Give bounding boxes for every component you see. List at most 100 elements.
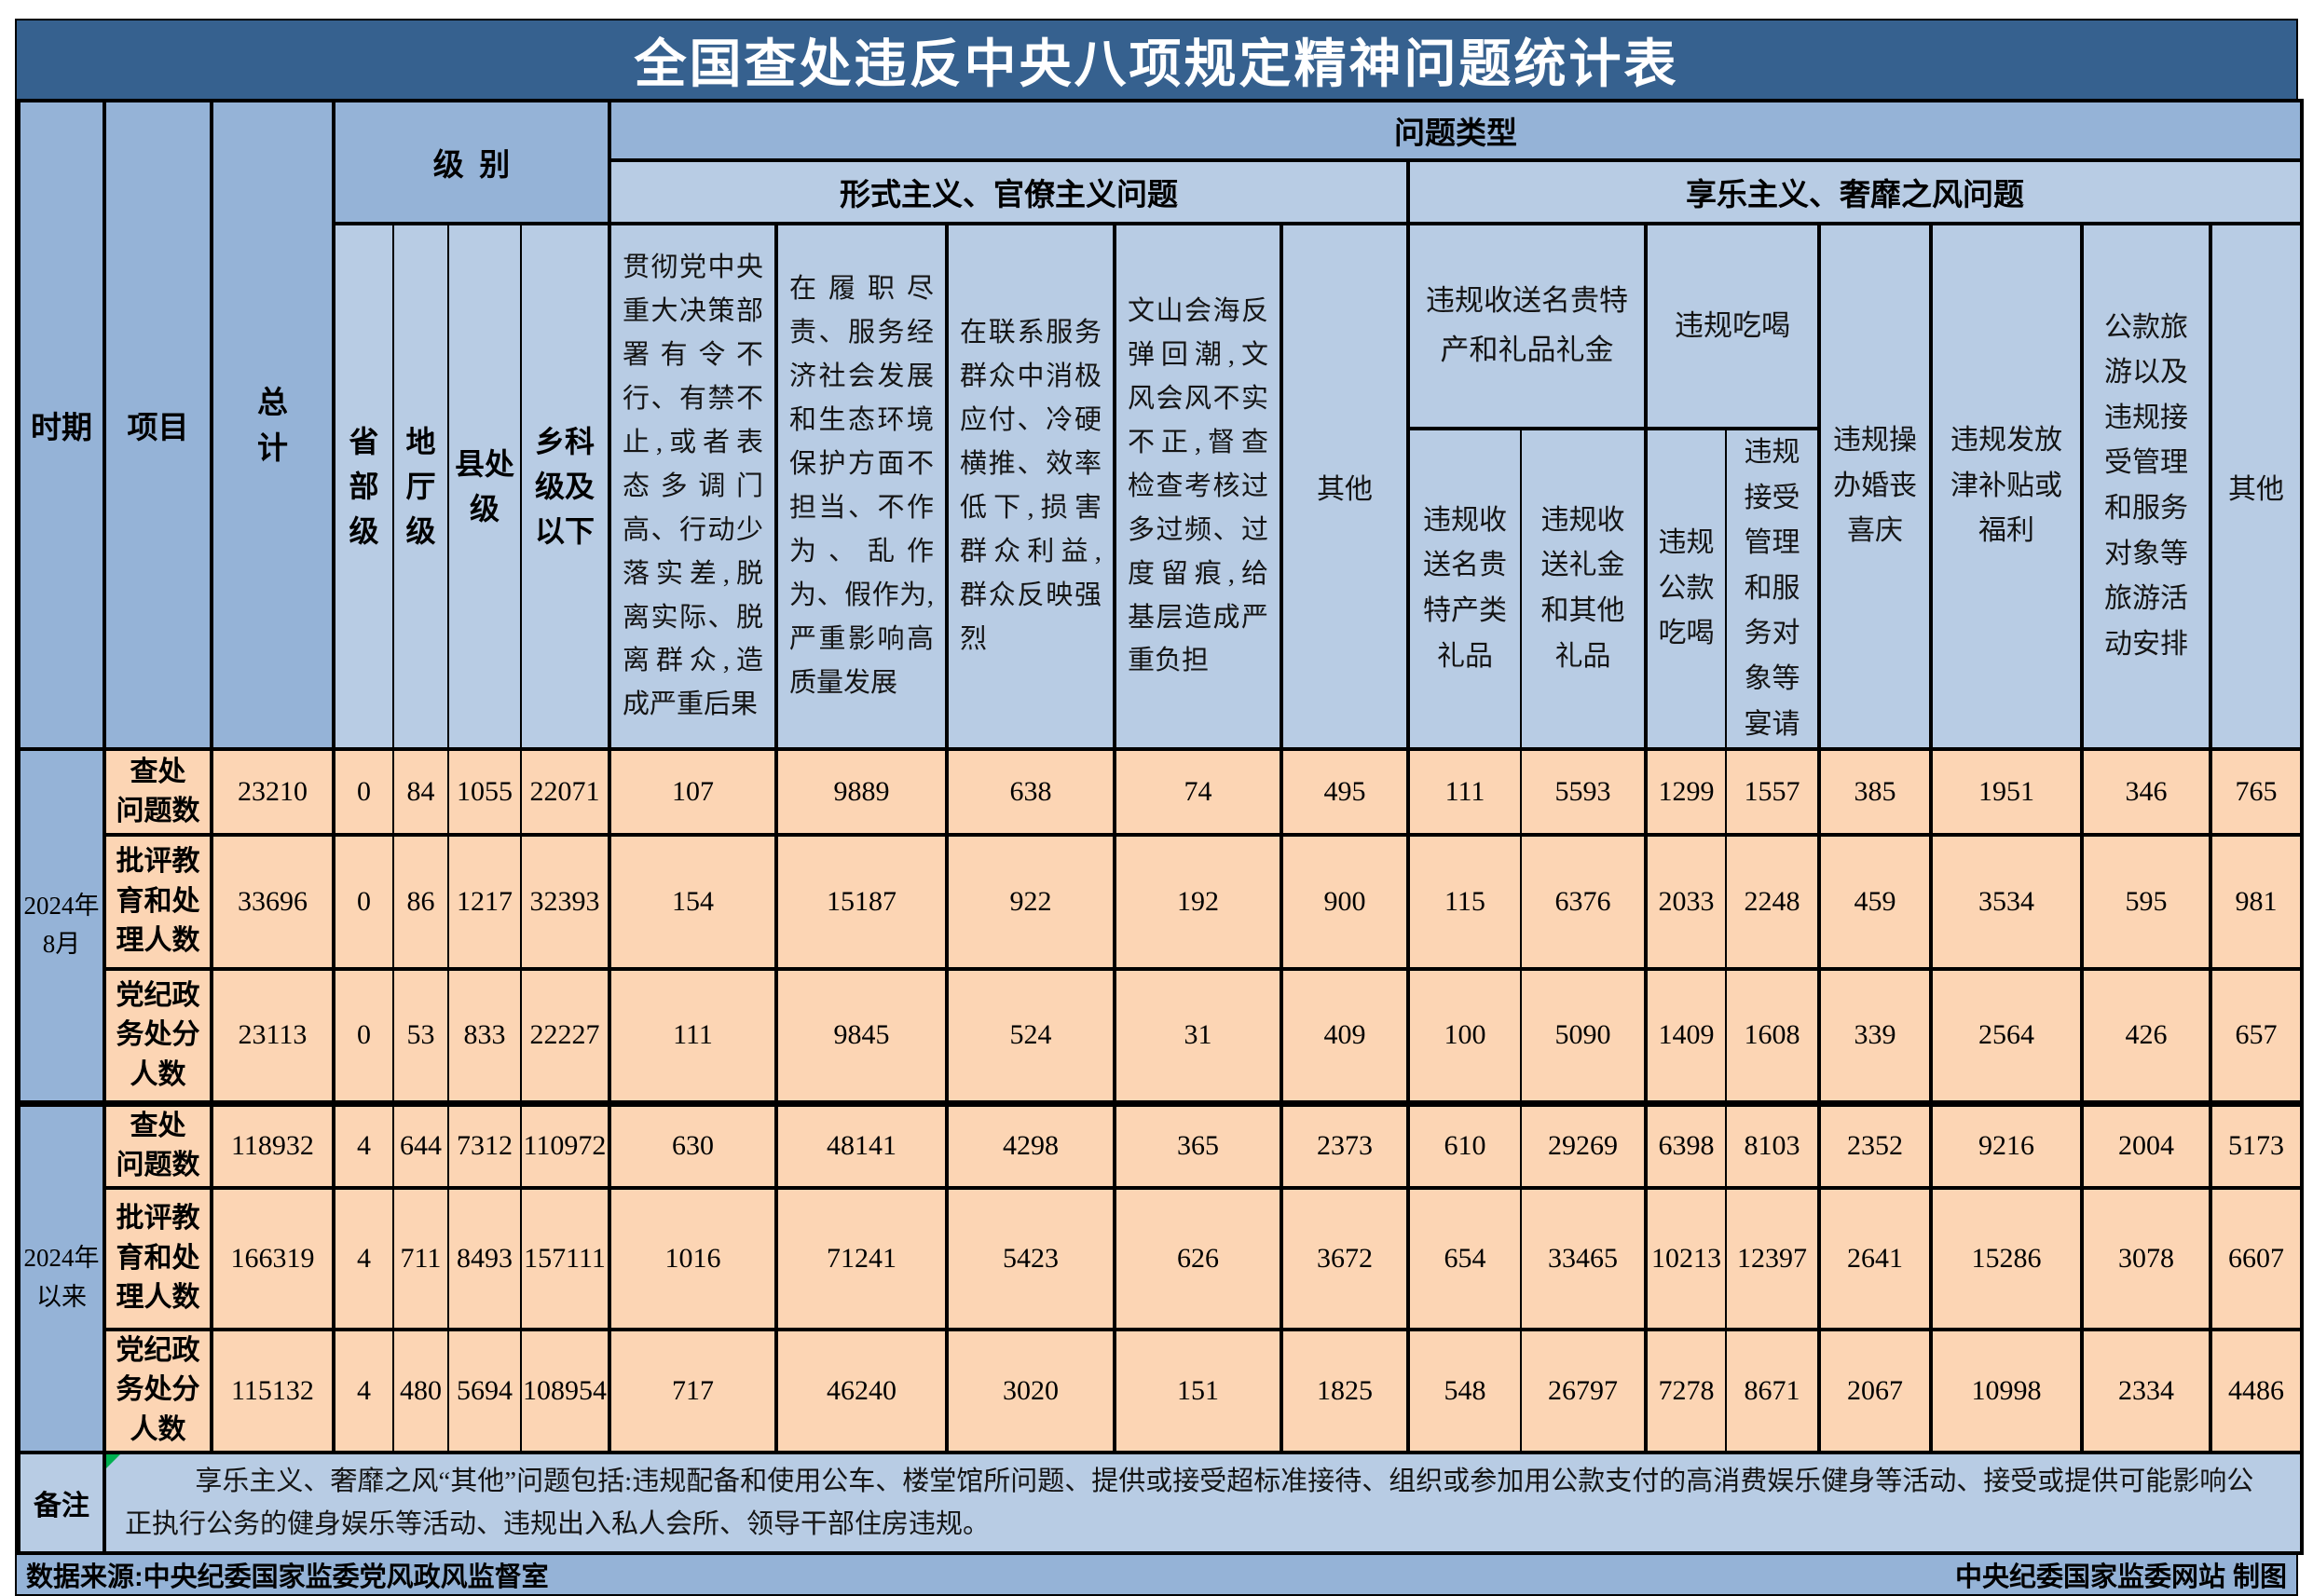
period-cell: 2024年 8月 [17, 747, 106, 1106]
data-cell: 115132 [210, 1327, 335, 1454]
col-header-formalism-meetings: 文山会海反弹回潮,文风会风不实不正,督查检查考核过多过频、过度留痕,给基层造成严… [1113, 221, 1283, 752]
col-header-level-county: 县处级 [447, 221, 522, 752]
data-cell: 548 [1407, 1327, 1522, 1454]
group-header-dining: 违规吃喝 [1644, 222, 1821, 430]
data-cell: 644 [392, 1099, 449, 1190]
data-cell: 71241 [774, 1185, 949, 1331]
data-cell: 711 [392, 1185, 449, 1331]
data-cell: 32393 [520, 833, 610, 972]
data-cell: 157111 [520, 1185, 610, 1331]
item-cell: 查处 问题数 [103, 1099, 213, 1190]
data-cell: 3534 [1929, 833, 2084, 972]
data-cell: 33696 [210, 833, 335, 972]
period-cell: 2024年 以来 [17, 1099, 106, 1454]
cell-corner-flag-icon [108, 1455, 120, 1468]
data-cell: 7278 [1645, 1327, 1727, 1454]
col-header-allowances: 违规发放津补贴或福利 [1929, 221, 2084, 752]
data-cell: 1409 [1645, 967, 1727, 1106]
data-cell: 426 [2080, 967, 2212, 1106]
data-cell: 409 [1280, 967, 1410, 1106]
data-cell: 22227 [520, 967, 610, 1106]
data-cell: 9845 [774, 967, 949, 1106]
data-cell: 6376 [1520, 833, 1648, 972]
data-cell: 111 [1407, 747, 1522, 838]
group-header-hedonism: 享乐主义、奢靡之风问题 [1405, 158, 2305, 225]
credit-text: 中央纪委国家监委网站 制图 [1954, 1562, 2287, 1593]
col-header-period: 时期 [17, 98, 106, 752]
data-cell: 365 [1113, 1099, 1283, 1190]
data-cell: 3078 [2080, 1185, 2212, 1331]
data-cell: 4298 [945, 1099, 1116, 1190]
data-cell: 626 [1113, 1185, 1283, 1331]
remark-label: 备注 [17, 1450, 106, 1556]
data-cell: 630 [608, 1099, 778, 1190]
data-cell: 922 [945, 833, 1116, 972]
data-cell: 74 [1113, 747, 1283, 838]
data-cell: 638 [945, 747, 1116, 838]
data-cell: 654 [1407, 1185, 1522, 1331]
data-cell: 111 [608, 967, 778, 1106]
data-cell: 0 [333, 967, 394, 1106]
data-cell: 1951 [1929, 747, 2084, 838]
data-cell: 4 [333, 1327, 394, 1454]
col-header-gifts-money: 违规收送礼金和其他礼品 [1520, 426, 1648, 752]
data-source-text: 数据来源:中央纪委国家监委党风政风监督室 [26, 1562, 549, 1593]
group-header-problem-type: 问题类型 [607, 99, 2305, 162]
data-cell: 6398 [1645, 1099, 1727, 1190]
page-title: 全国查处违反中央八项规定精神问题统计表 [634, 35, 1679, 94]
data-cell: 5694 [447, 1327, 522, 1454]
data-cell: 765 [2208, 747, 2305, 838]
data-cell: 833 [447, 967, 522, 1106]
data-cell: 46240 [774, 1327, 949, 1454]
data-cell: 2373 [1280, 1099, 1410, 1190]
title-bar: 全国查处违反中央八项规定精神问题统计表 [17, 20, 2296, 99]
data-cell: 53 [392, 967, 449, 1106]
data-cell: 3672 [1280, 1185, 1410, 1331]
data-cell: 33465 [1520, 1185, 1648, 1331]
data-cell: 2248 [1725, 833, 1821, 972]
data-cell: 31 [1113, 967, 1283, 1106]
col-header-gifts-special: 违规收送名贵特产类礼品 [1407, 426, 1522, 752]
data-cell: 385 [1817, 747, 1933, 838]
group-header-formalism: 形式主义、官僚主义问题 [608, 158, 1410, 225]
data-cell: 5090 [1520, 967, 1648, 1106]
data-cell: 1608 [1725, 967, 1821, 1106]
data-cell: 29269 [1520, 1099, 1648, 1190]
col-header-level-prefecture: 地厅级 [392, 221, 449, 752]
data-cell: 10998 [1929, 1327, 2084, 1454]
col-header-item: 项目 [103, 98, 213, 752]
col-header-level-province: 省部级 [333, 221, 394, 752]
data-cell: 657 [2208, 967, 2305, 1106]
data-cell: 2004 [2080, 1099, 2212, 1190]
group-header-gifts: 违规收送名贵特产和礼品礼金 [1406, 222, 1648, 430]
data-cell: 15187 [774, 833, 949, 972]
item-cell: 批评教 育和处 理人数 [103, 833, 213, 972]
data-cell: 48141 [774, 1099, 949, 1190]
data-cell: 495 [1280, 747, 1410, 838]
data-cell: 1557 [1725, 747, 1821, 838]
col-header-formalism-masses: 在联系服务群众中消极应付、冷硬横推、效率低下,损害群众利益,群众反映强烈 [945, 221, 1116, 752]
data-cell: 8671 [1725, 1327, 1821, 1454]
page: 全国查处违反中央八项规定精神问题统计表 时期 项目 总 计 级别 问题类型 形式… [15, 19, 2305, 1596]
item-cell: 党纪政 务处分 人数 [103, 1327, 213, 1454]
data-cell: 2067 [1817, 1327, 1933, 1454]
col-header-public-dining: 违规公款吃喝 [1645, 426, 1727, 752]
data-cell: 1825 [1280, 1327, 1410, 1454]
data-cell: 166319 [210, 1185, 335, 1331]
item-cell: 查处 问题数 [103, 747, 213, 838]
data-cell: 717 [608, 1327, 778, 1454]
data-cell: 23210 [210, 747, 335, 838]
data-cell: 9889 [774, 747, 949, 838]
data-cell: 2352 [1817, 1099, 1933, 1190]
footer-bar: 数据来源:中央纪委国家监委党风政风监督室 中央纪委国家监委网站 制图 [17, 1555, 2296, 1595]
data-cell: 15286 [1929, 1185, 2084, 1331]
data-cell: 900 [1280, 833, 1410, 972]
data-cell: 192 [1113, 833, 1283, 972]
data-cell: 110972 [520, 1099, 610, 1190]
col-header-travel: 公款旅游以及违规接受管理和服务对象等旅游活动安排 [2080, 221, 2212, 752]
item-cell: 党纪政 务处分 人数 [103, 967, 213, 1106]
data-cell: 4 [333, 1099, 394, 1190]
data-cell: 26797 [1520, 1327, 1648, 1454]
data-cell: 108954 [520, 1327, 610, 1454]
col-header-formalism-policy: 贯彻党中央重大决策部署有令不行、有禁不止,或者表态多调门高、行动少落实差,脱离实… [608, 221, 778, 752]
